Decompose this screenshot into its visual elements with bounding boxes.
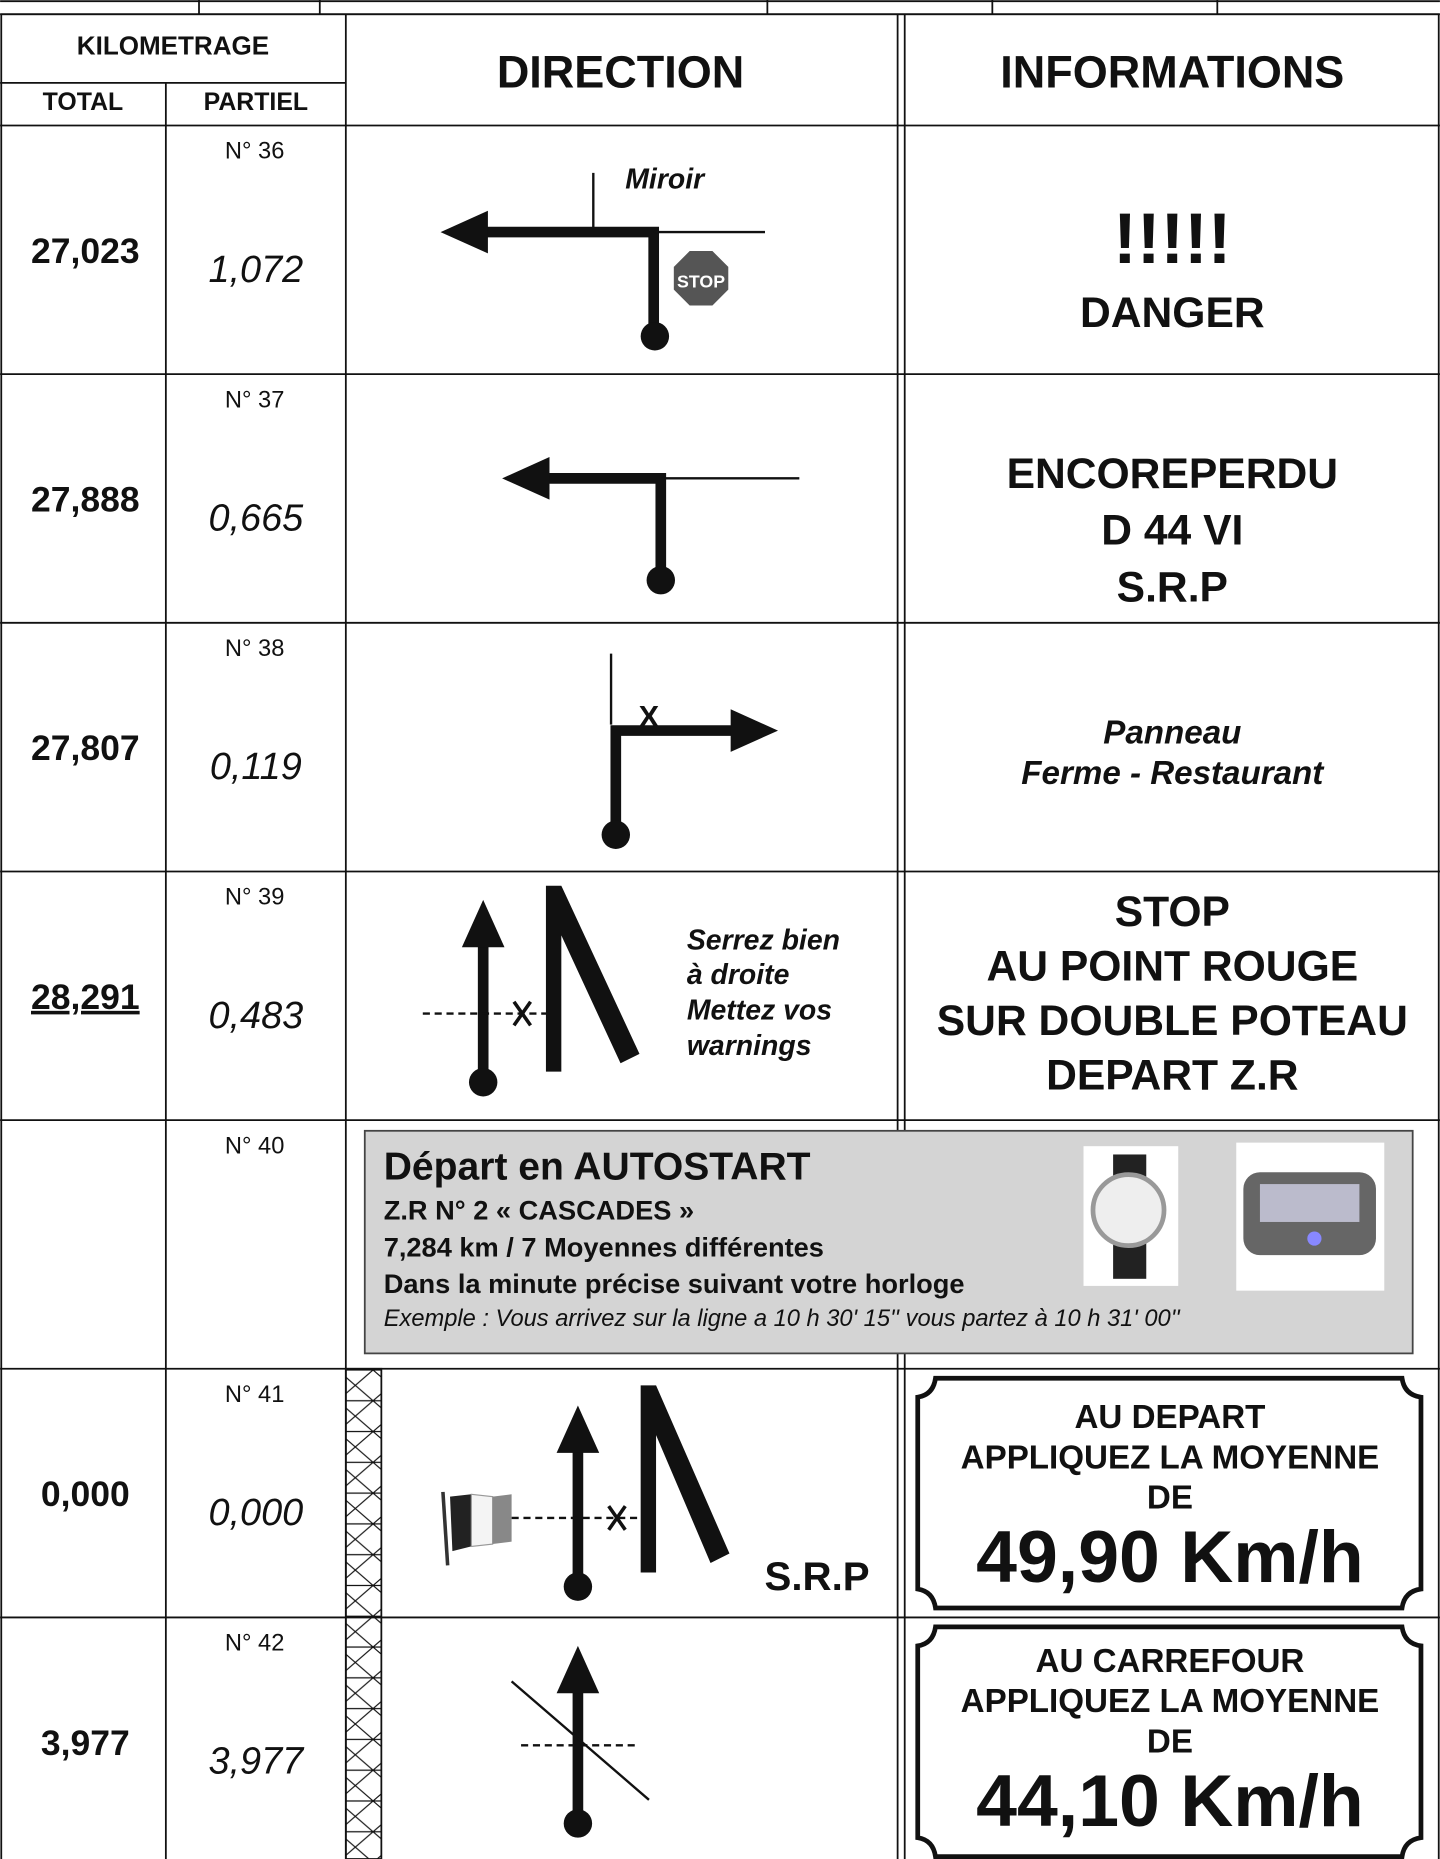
header-partiel: PARTIEL: [204, 88, 309, 116]
header-kilometrage: KILOMETRAGE: [77, 30, 269, 60]
info: DANGER: [1080, 289, 1265, 337]
partiel: 0,665: [208, 497, 304, 539]
direction-label: warnings: [687, 1030, 812, 1062]
diagram-36: STOP Miroir: [440, 163, 765, 351]
total: 27,023: [31, 231, 140, 271]
direction-label: X: [639, 699, 660, 734]
flag: [441, 1491, 512, 1566]
info-speed: 49,90 Km/h: [976, 1516, 1364, 1598]
autostart-box: Départ en AUTOSTART Z.R N° 2 « CASCADES …: [363, 1129, 1414, 1355]
total: 28,291: [31, 977, 140, 1017]
info: D 44 VI: [1101, 507, 1243, 555]
header-direction: DIRECTION: [497, 47, 744, 98]
diagram-38: X: [601, 653, 779, 849]
info-speed: 44,10 Km/h: [976, 1760, 1364, 1842]
total: 27,807: [31, 728, 140, 768]
row-number: N° 40: [225, 1133, 284, 1159]
row-number: N° 36: [225, 139, 284, 165]
partiel: 0,119: [210, 746, 302, 788]
partiel: 3,977: [208, 1741, 305, 1783]
box-line: 7,284 km / 7 Moyennes différentes: [384, 1231, 824, 1262]
total: 0,000: [41, 1474, 130, 1514]
info: APPLIQUEZ LA MOYENNE: [961, 1683, 1380, 1720]
stop-sign: STOP: [677, 272, 725, 292]
row-number: N° 42: [225, 1631, 284, 1657]
info: AU CARREFOUR: [1036, 1643, 1305, 1680]
info: APPLIQUEZ LA MOYENNE: [961, 1439, 1380, 1476]
total: 27,888: [31, 480, 140, 520]
box-line: Exemple : Vous arrivez sur la ligne a 10…: [384, 1306, 1182, 1332]
info: AU DEPART: [1075, 1399, 1266, 1436]
info: DE: [1147, 1480, 1193, 1517]
direction-label: Mettez vos: [687, 994, 832, 1026]
total: 3,977: [41, 1723, 130, 1763]
box-line: Dans la minute précise suivant votre hor…: [384, 1268, 965, 1299]
row-number: N° 38: [225, 636, 284, 662]
header-informations: INFORMATIONS: [1000, 47, 1344, 98]
info: S.R.P: [1117, 564, 1228, 612]
partiel: 0,000: [208, 1492, 303, 1534]
row-cells: N° 36 N° 37 N° 38 N° 39 N° 40 N° 41 N° 4…: [225, 139, 284, 1657]
partiel: 0,483: [208, 995, 303, 1037]
box-title: Départ en AUTOSTART: [384, 1145, 811, 1188]
diagram-37: [502, 457, 800, 595]
direction-label: à droite: [687, 959, 790, 991]
row-number: N° 39: [225, 885, 284, 911]
totals: 27,023 27,888 27,807 28,291 0,000 3,977: [31, 231, 140, 1763]
infos: !!!!! DANGER ENCOREPERDU D 44 VI S.R.P P…: [937, 200, 1408, 1099]
info: Ferme - Restaurant: [1021, 755, 1325, 792]
header-total: TOTAL: [43, 88, 124, 116]
info: DEPART Z.R: [1046, 1051, 1298, 1099]
info: SUR DOUBLE POTEAU: [937, 997, 1408, 1045]
info: Panneau: [1103, 715, 1241, 752]
diagram-42: [510, 1645, 650, 1838]
direction-label: Serrez bien: [687, 925, 840, 957]
info: AU POINT ROUGE: [986, 942, 1358, 990]
info: STOP: [1115, 888, 1230, 936]
partials: 1,072 0,665 0,119 0,483 0,000 3,977: [208, 249, 305, 1783]
hatched-zone: [344, 1367, 383, 1859]
direction-label: Miroir: [625, 163, 706, 195]
plaque: AU CARREFOUR APPLIQUEZ LA MOYENNE DE 44,…: [915, 1624, 1424, 1859]
diagram-39: Serrez bien à droite Mettez vos warnings: [422, 885, 840, 1097]
box-line: Z.R N° 2 « CASCADES »: [384, 1195, 694, 1226]
table-grid: [0, 13, 1440, 1859]
diagram-41: S.R.P: [441, 1385, 870, 1601]
clock-image: [1236, 1142, 1385, 1291]
direction-label: S.R.P: [765, 1554, 870, 1599]
info: DE: [1147, 1723, 1193, 1760]
info: !!!!!: [1113, 200, 1231, 279]
partiel: 1,072: [208, 249, 303, 291]
row-number: N° 37: [225, 387, 284, 413]
row-number: N° 41: [225, 1382, 284, 1408]
info: ENCOREPERDU: [1007, 450, 1338, 498]
top-strip: [0, 0, 1440, 16]
watch-image: [1083, 1146, 1179, 1286]
plaque: AU DEPART APPLIQUEZ LA MOYENNE DE 49,90 …: [915, 1375, 1424, 1611]
